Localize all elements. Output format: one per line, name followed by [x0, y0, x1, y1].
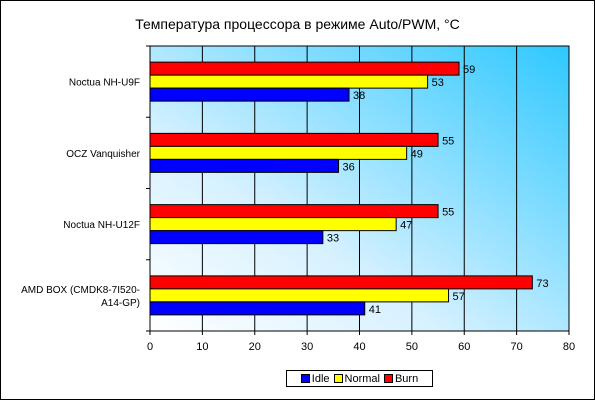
- bar-burn: [149, 204, 439, 219]
- x-tick-label: 20: [249, 341, 261, 353]
- legend-label: Burn: [394, 372, 419, 385]
- data-label: 38: [353, 90, 365, 102]
- bar-idle: [149, 301, 366, 316]
- data-label: 41: [369, 304, 381, 316]
- x-tick-label: 80: [563, 341, 575, 353]
- bar-idle: [149, 158, 340, 173]
- legend-swatch: [300, 374, 310, 383]
- category-label: Noctua NH-U9F: [69, 78, 140, 89]
- axes: [146, 45, 570, 335]
- data-label: 55: [442, 135, 454, 147]
- x-tick-label: 0: [147, 341, 153, 353]
- bar-normal: [149, 74, 429, 89]
- legend-swatch: [383, 374, 393, 383]
- bar-idle: [149, 87, 350, 102]
- bar-burn: [149, 275, 533, 290]
- bar-burn: [149, 132, 439, 147]
- x-tick-label: 70: [511, 341, 523, 353]
- category-label: OCZ Vanquisher: [66, 149, 140, 160]
- legend-label: Idle: [311, 372, 330, 385]
- labels: 0 10 20 30 40 50 60 70 80 59 53 38 Noctua NH-U9F 55 49…: [21, 64, 575, 353]
- data-label: 53: [432, 77, 444, 89]
- legend-item-burn: Burn: [383, 372, 419, 385]
- x-tick-label: 60: [458, 341, 470, 353]
- legend-item-normal: Normal: [333, 372, 380, 385]
- chart-title: Температура процессора в режиме Auto/PWM…: [135, 16, 460, 32]
- bars: [149, 61, 533, 316]
- data-label: 36: [343, 161, 355, 173]
- data-label: 59: [463, 64, 475, 76]
- data-label: 33: [327, 233, 339, 245]
- data-label: 47: [400, 220, 412, 232]
- bar-burn: [149, 61, 460, 76]
- data-label: 49: [411, 148, 423, 160]
- data-label: 55: [442, 207, 454, 219]
- bar-normal: [149, 217, 397, 232]
- x-tick-label: 10: [196, 341, 208, 353]
- category-label: AMD BOX (CMDK8-7I520-: [21, 285, 140, 296]
- legend-item-idle: Idle: [300, 372, 330, 385]
- category-label: Noctua NH-U12F: [63, 220, 140, 231]
- legend-swatch: [333, 374, 343, 383]
- legend: Idle Normal Burn: [286, 370, 433, 387]
- category-label: A14-GP): [101, 298, 140, 309]
- data-label: 73: [536, 278, 548, 290]
- bar-normal: [149, 145, 408, 160]
- bar-idle: [149, 230, 324, 245]
- legend-label: Normal: [344, 372, 380, 385]
- x-tick-label: 30: [301, 341, 313, 353]
- x-tick-label: 40: [353, 341, 365, 353]
- bar-normal: [149, 288, 450, 303]
- x-tick-label: 50: [406, 341, 418, 353]
- data-label: 57: [453, 291, 465, 303]
